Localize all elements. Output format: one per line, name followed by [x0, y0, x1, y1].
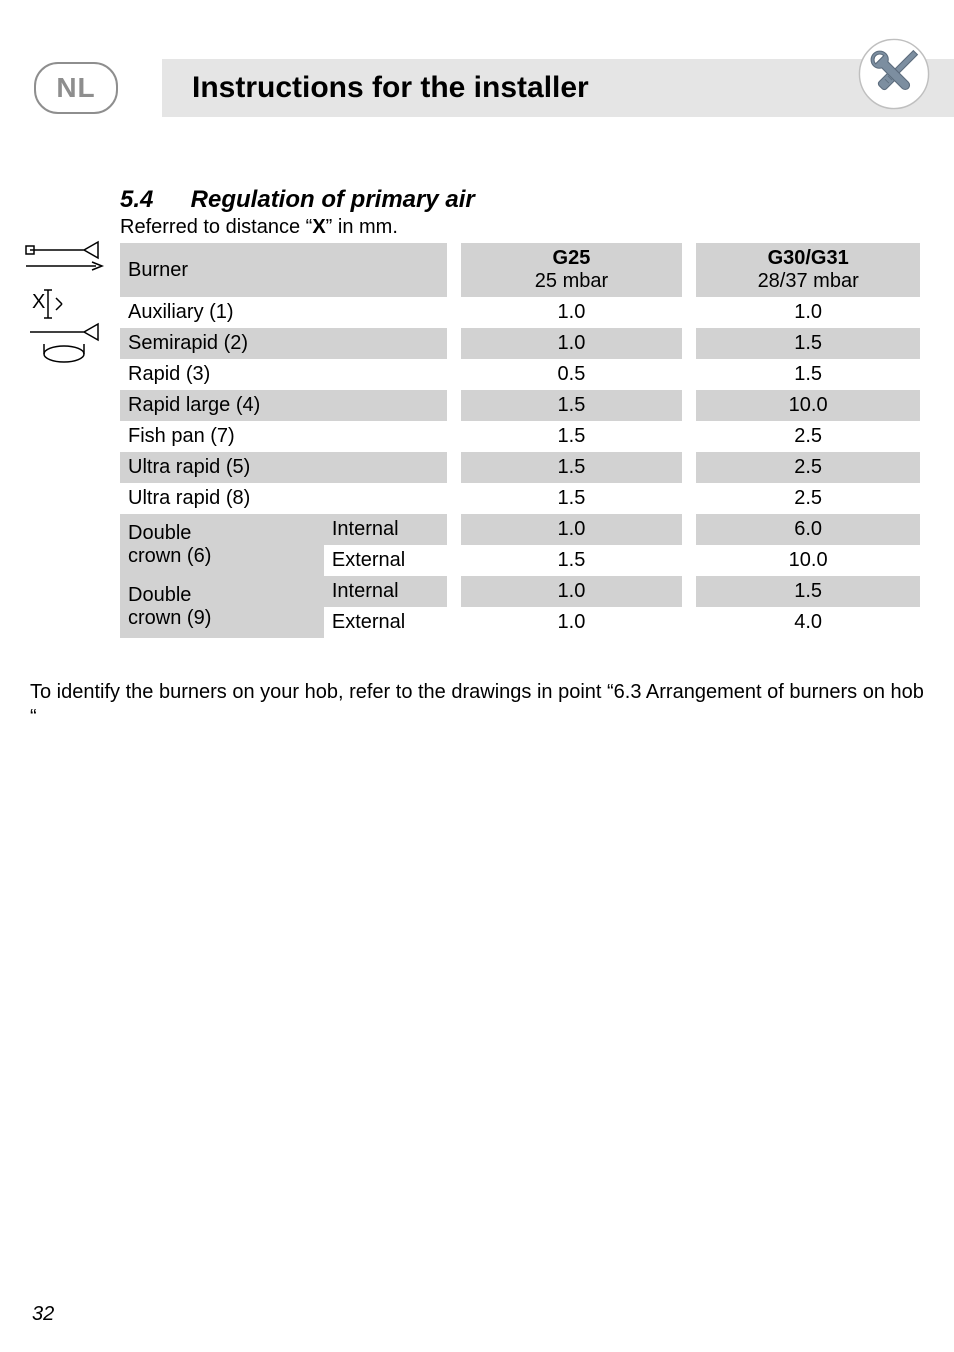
- cell-g30: 2.5: [696, 483, 920, 514]
- table-row: Rapid large (4) 1.5 10.0: [120, 390, 920, 421]
- section-title: Regulation of primary air: [191, 186, 475, 213]
- footnote: To identify the burners on your hob, ref…: [30, 680, 924, 730]
- cell-g25: 1.0: [461, 297, 682, 328]
- table-row: Ultra rapid (8) 1.5 2.5: [120, 483, 920, 514]
- cell-label: Rapid (3): [120, 359, 447, 390]
- header-g25-l2: 25 mbar: [535, 270, 608, 292]
- cell-g25: 1.5: [461, 545, 682, 576]
- cell-label: Rapid large (4): [120, 390, 447, 421]
- page-number: 32: [32, 1303, 54, 1326]
- table-row: Semirapid (2) 1.0 1.5: [120, 328, 920, 359]
- locale-badge-text: NL: [56, 72, 95, 104]
- tools-icon: [858, 38, 930, 110]
- referred-prefix: Referred to distance “: [120, 216, 312, 238]
- cell-g30: 2.5: [696, 452, 920, 483]
- cell-g30: 4.0: [696, 607, 920, 638]
- cell-g30: 10.0: [696, 390, 920, 421]
- cell-g30: 2.5: [696, 421, 920, 452]
- cell-sub: External: [324, 545, 447, 576]
- table-row: Rapid (3) 0.5 1.5: [120, 359, 920, 390]
- cell-label-double6: Double crown (6): [120, 514, 324, 576]
- header-g25-l1: G25: [553, 247, 591, 269]
- cell-label: Semirapid (2): [120, 328, 447, 359]
- section-block: 5.4 Regulation of primary air Referred t…: [120, 186, 920, 638]
- burner-x-diagram-icon: X: [20, 236, 114, 376]
- header-g30-l2: 28/37 mbar: [758, 270, 859, 292]
- header-g25: G25 25 mbar: [461, 243, 682, 297]
- cell-label-double9: Double crown (9): [120, 576, 324, 638]
- header-g30-l1: G30/G31: [768, 247, 849, 269]
- cell-g25: 1.5: [461, 452, 682, 483]
- page-title: Instructions for the installer: [192, 71, 589, 105]
- section-heading: 5.4 Regulation of primary air: [120, 186, 920, 214]
- table-row: Fish pan (7) 1.5 2.5: [120, 421, 920, 452]
- cell-g30: 10.0: [696, 545, 920, 576]
- cell-g25: 1.5: [461, 390, 682, 421]
- cell-label: Ultra rapid (5): [120, 452, 447, 483]
- double6-l2: crown (6): [128, 545, 211, 567]
- cell-g25: 0.5: [461, 359, 682, 390]
- double9-l1: Double: [128, 584, 191, 606]
- cell-sub: External: [324, 607, 447, 638]
- cell-g25: 1.0: [461, 607, 682, 638]
- burner-table: Burner G25 25 mbar G30/G31 28/37 mbar Au…: [120, 243, 920, 638]
- header-g30: G30/G31 28/37 mbar: [696, 243, 920, 297]
- cell-sub: Internal: [324, 514, 447, 545]
- table-row: Auxiliary (1) 1.0 1.0: [120, 297, 920, 328]
- cell-label: Auxiliary (1): [120, 297, 447, 328]
- double6-l1: Double: [128, 522, 191, 544]
- header-row: NL Instructions for the installer: [0, 50, 954, 126]
- table-row: Double crown (9) Internal 1.0 1.5: [120, 576, 920, 607]
- referred-x: X: [312, 216, 325, 238]
- cell-g30: 1.5: [696, 328, 920, 359]
- table-header-row: Burner G25 25 mbar G30/G31 28/37 mbar: [120, 243, 920, 297]
- cell-label: Ultra rapid (8): [120, 483, 447, 514]
- cell-g30: 1.5: [696, 359, 920, 390]
- gap: [682, 243, 697, 297]
- table-row: Ultra rapid (5) 1.5 2.5: [120, 452, 920, 483]
- title-band: Instructions for the installer: [162, 59, 954, 117]
- cell-g30: 6.0: [696, 514, 920, 545]
- referred-suffix: ” in mm.: [326, 216, 398, 238]
- header-burner: Burner: [120, 243, 447, 297]
- cell-g25: 1.0: [461, 576, 682, 607]
- cell-g25: 1.5: [461, 421, 682, 452]
- cell-g30: 1.5: [696, 576, 920, 607]
- gap: [447, 243, 462, 297]
- cell-g25: 1.5: [461, 483, 682, 514]
- section-number: 5.4: [120, 186, 184, 214]
- cell-label: Fish pan (7): [120, 421, 447, 452]
- locale-badge: NL: [34, 62, 118, 114]
- cell-g25: 1.0: [461, 514, 682, 545]
- svg-text:X: X: [32, 291, 45, 313]
- referred-line: Referred to distance “X” in mm.: [120, 216, 920, 239]
- table-row: Double crown (6) Internal 1.0 6.0: [120, 514, 920, 545]
- cell-g30: 1.0: [696, 297, 920, 328]
- double9-l2: crown (9): [128, 607, 211, 629]
- cell-g25: 1.0: [461, 328, 682, 359]
- page: NL Instructions for the installer: [0, 0, 954, 1352]
- cell-sub: Internal: [324, 576, 447, 607]
